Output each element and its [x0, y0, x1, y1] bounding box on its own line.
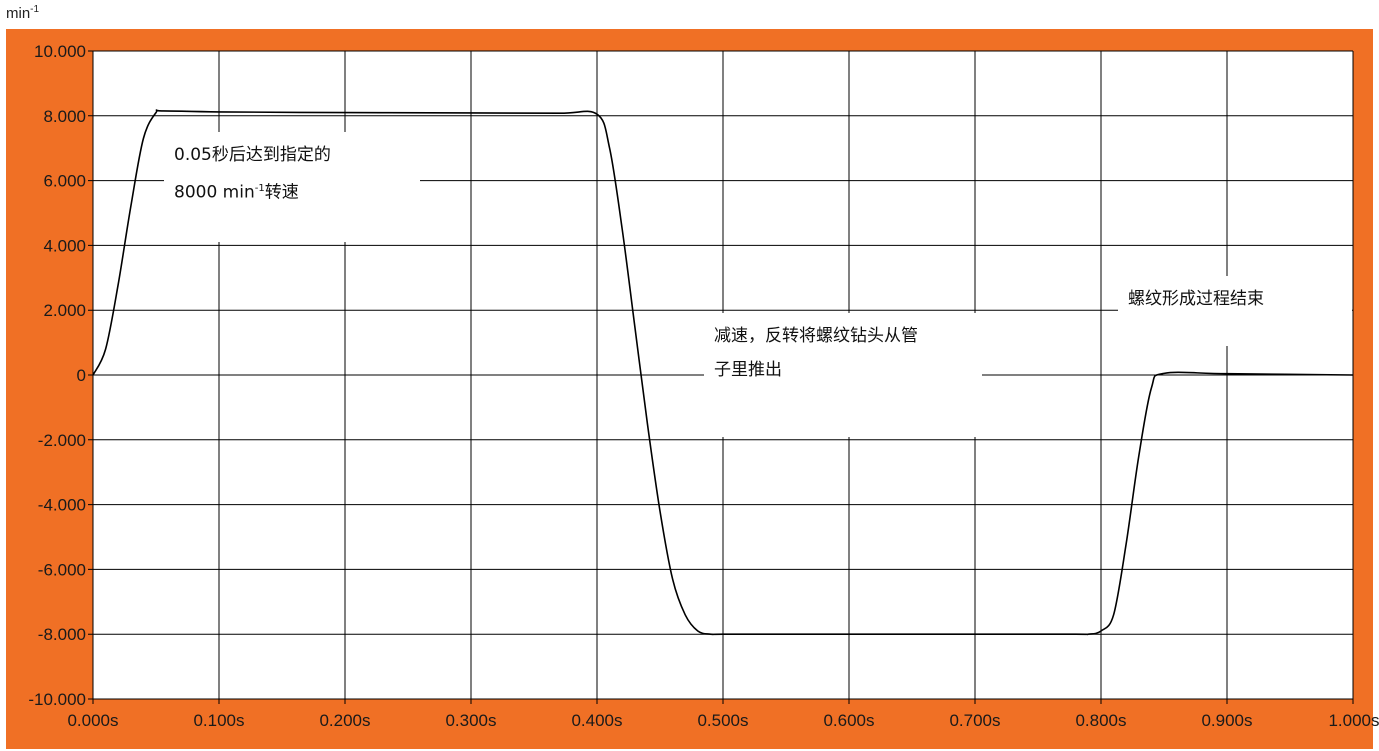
- x-tick-label: 0.600s: [823, 711, 874, 730]
- x-tick-label: 0.200s: [319, 711, 370, 730]
- y-tick-label: 0: [77, 366, 86, 385]
- y-tick-label: -8.000: [38, 625, 86, 644]
- y-tick-label: 6.000: [43, 172, 86, 191]
- annotation-reach-speed: 0.05秒后达到指定的 8000 min-1转速: [164, 132, 420, 242]
- annotation-reverse: 减速，反转将螺纹钻头从管 子里推出: [704, 313, 982, 437]
- y-tick-label: 2.000: [43, 301, 86, 320]
- y-tick-label: -4.000: [38, 496, 86, 515]
- x-tick-label: 0.800s: [1075, 711, 1126, 730]
- y-tick-label: 10.000: [34, 42, 86, 61]
- x-tick-labels: 0.000s 0.100s 0.200s 0.300s 0.400s 0.500s 0.60…: [67, 711, 1379, 730]
- x-tick-label: 1.000s: [1328, 711, 1379, 730]
- speed-curve: [92, 109, 1354, 636]
- x-tick-label: 0.500s: [697, 711, 748, 730]
- y-tick-label: -2.000: [38, 431, 86, 450]
- x-tick-label: 0.400s: [571, 711, 622, 730]
- y-tick-label: 8.000: [43, 107, 86, 126]
- y-tick-label: 4.000: [43, 236, 86, 255]
- x-tick-label: 0.100s: [193, 711, 244, 730]
- x-tick-label: 0.300s: [445, 711, 496, 730]
- x-tick-label: 0.900s: [1201, 711, 1252, 730]
- y-tick-label: -6.000: [38, 560, 86, 579]
- annotation-end: 螺纹形成过程结束: [1118, 276, 1352, 346]
- x-tick-label: 0.700s: [949, 711, 1000, 730]
- y-tick-labels: 10.000 8.000 6.000 4.000 2.000 0 -2.000 -4.000 -…: [28, 42, 86, 709]
- y-tick-label: -10.000: [28, 690, 86, 709]
- x-tick-label: 0.000s: [67, 711, 118, 730]
- y-unit-label: min-1: [6, 4, 40, 22]
